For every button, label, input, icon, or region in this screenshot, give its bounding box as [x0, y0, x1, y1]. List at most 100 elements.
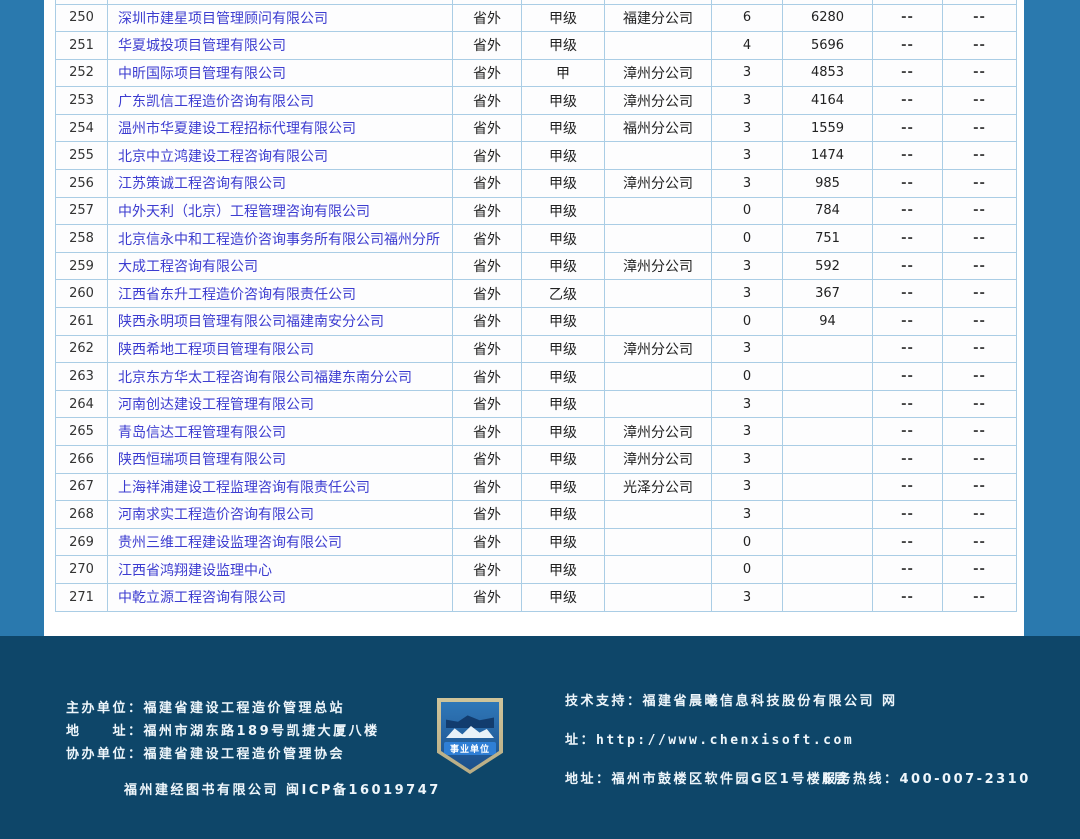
row-number: 255	[55, 141, 108, 171]
value-cell	[782, 527, 873, 557]
company-name-link[interactable]: 贵州三维工程建设监理咨询有限公司	[107, 527, 453, 557]
region-cell: 省外	[452, 334, 522, 364]
grade-cell: 甲级	[521, 582, 605, 612]
company-name-link[interactable]: 北京信永中和工程造价咨询事务所有限公司福州分所	[107, 224, 453, 253]
company-name-link[interactable]: 陕西希地工程项目管理有限公司	[107, 334, 453, 364]
branch-cell	[604, 279, 712, 309]
table-row: 270 江西省鸿翔建设监理中心 省外 甲级 0 -- --	[55, 555, 1017, 584]
table-row: 266 陕西恒瑞项目管理有限公司 省外 甲级 漳州分公司 3 -- --	[55, 445, 1017, 474]
row-number: 256	[55, 169, 108, 198]
dash-cell: --	[942, 500, 1017, 529]
service-hotline: 服务热线：400-007-2310	[822, 772, 1031, 787]
table-row: 262 陕西希地工程项目管理有限公司 省外 甲级 漳州分公司 3 -- --	[55, 334, 1017, 364]
row-number: 268	[55, 500, 108, 529]
region-cell: 省外	[452, 224, 522, 253]
dash-cell: --	[942, 3, 1017, 33]
region-cell: 省外	[452, 389, 522, 419]
company-name-link[interactable]: 大成工程咨询有限公司	[107, 251, 453, 281]
row-number: 253	[55, 86, 108, 115]
row-number: 267	[55, 472, 108, 502]
table-row: 267 上海祥浦建设工程监理咨询有限责任公司 省外 甲级 光泽分公司 3 -- …	[55, 472, 1017, 502]
dash-cell: --	[872, 3, 943, 33]
count-cell: 3	[711, 251, 783, 281]
region-cell: 省外	[452, 31, 522, 60]
company-name-link[interactable]: 北京中立鸿建设工程咨询有限公司	[107, 141, 453, 171]
count-cell: 3	[711, 445, 783, 474]
company-name-link[interactable]: 陕西永明项目管理有限公司福建南安分公司	[107, 307, 453, 336]
dash-cell: --	[942, 31, 1017, 60]
count-cell: 3	[711, 58, 783, 88]
value-cell	[782, 362, 873, 391]
row-number: 250	[55, 3, 108, 33]
dash-cell: --	[872, 113, 943, 143]
dash-cell: --	[942, 196, 1017, 226]
row-number: 261	[55, 307, 108, 336]
table-row: 261 陕西永明项目管理有限公司福建南安分公司 省外 甲级 0 94 -- --	[55, 307, 1017, 336]
grade-cell: 甲级	[521, 31, 605, 60]
row-number: 251	[55, 31, 108, 60]
company-name-link[interactable]: 陕西恒瑞项目管理有限公司	[107, 445, 453, 474]
company-name-link[interactable]: 江苏策诚工程咨询有限公司	[107, 169, 453, 198]
count-cell: 0	[711, 362, 783, 391]
value-cell: 4164	[782, 86, 873, 115]
company-name-link[interactable]: 河南创达建设工程管理有限公司	[107, 389, 453, 419]
count-cell: 0	[711, 196, 783, 226]
value-cell: 751	[782, 224, 873, 253]
dash-cell: --	[872, 169, 943, 198]
dash-cell: --	[942, 169, 1017, 198]
dash-cell: --	[942, 86, 1017, 115]
region-cell: 省外	[452, 279, 522, 309]
icp-record-line: 福州建经图书有限公司 闽ICP备16019747	[124, 783, 441, 798]
company-name-link[interactable]: 深圳市建星项目管理顾问有限公司	[107, 3, 453, 33]
region-cell: 省外	[452, 417, 522, 446]
row-number: 252	[55, 58, 108, 88]
dash-cell: --	[942, 472, 1017, 502]
grade-cell: 甲级	[521, 251, 605, 281]
company-name-link[interactable]: 中乾立源工程咨询有限公司	[107, 582, 453, 612]
grade-cell: 甲级	[521, 500, 605, 529]
company-name-link[interactable]: 江西省鸿翔建设监理中心	[107, 555, 453, 584]
dash-cell: --	[872, 196, 943, 226]
grade-cell: 甲级	[521, 472, 605, 502]
table-row: 259 大成工程咨询有限公司 省外 甲级 漳州分公司 3 592 -- --	[55, 251, 1017, 281]
region-cell: 省外	[452, 362, 522, 391]
company-name-link[interactable]: 上海祥浦建设工程监理咨询有限责任公司	[107, 472, 453, 502]
region-cell: 省外	[452, 141, 522, 171]
table-row: 256 江苏策诚工程咨询有限公司 省外 甲级 漳州分公司 3 985 -- --	[55, 169, 1017, 198]
region-cell: 省外	[452, 445, 522, 474]
company-name-link[interactable]: 北京东方华太工程咨询有限公司福建东南分公司	[107, 362, 453, 391]
company-name-link[interactable]: 中昕国际项目管理有限公司	[107, 58, 453, 88]
company-name-link[interactable]: 河南求实工程造价咨询有限公司	[107, 500, 453, 529]
company-name-link[interactable]: 江西省东升工程造价咨询有限责任公司	[107, 279, 453, 309]
table-row: 255 北京中立鸿建设工程咨询有限公司 省外 甲级 3 1474 -- --	[55, 141, 1017, 171]
row-number: 263	[55, 362, 108, 391]
value-cell	[782, 555, 873, 584]
branch-cell	[604, 141, 712, 171]
company-name-link[interactable]: 广东凯信工程造价咨询有限公司	[107, 86, 453, 115]
branch-cell: 漳州分公司	[604, 169, 712, 198]
company-name-link[interactable]: 温州市华夏建设工程招标代理有限公司	[107, 113, 453, 143]
branch-cell	[604, 527, 712, 557]
value-cell: 94	[782, 307, 873, 336]
dash-cell: --	[872, 141, 943, 171]
row-number: 257	[55, 196, 108, 226]
grade-cell: 甲级	[521, 169, 605, 198]
host-org-line: 主办单位：福建省建设工程造价管理总站	[66, 701, 346, 716]
count-cell: 3	[711, 86, 783, 115]
host-address-line: 地 址：福州市湖东路189号凯捷大厦八楼	[66, 724, 380, 739]
grade-cell: 甲级	[521, 334, 605, 364]
company-name-link[interactable]: 华夏城投项目管理有限公司	[107, 31, 453, 60]
count-cell: 0	[711, 527, 783, 557]
row-number: 259	[55, 251, 108, 281]
company-name-link[interactable]: 青岛信达工程管理有限公司	[107, 417, 453, 446]
dash-cell: --	[872, 307, 943, 336]
row-number: 262	[55, 334, 108, 364]
branch-cell: 漳州分公司	[604, 58, 712, 88]
value-cell: 985	[782, 169, 873, 198]
branch-cell	[604, 500, 712, 529]
company-name-link[interactable]: 中外天利（北京）工程管理咨询有限公司	[107, 196, 453, 226]
table-row: 271 中乾立源工程咨询有限公司 省外 甲级 3 -- --	[55, 582, 1017, 612]
value-cell: 784	[782, 196, 873, 226]
table-row: 269 贵州三维工程建设监理咨询有限公司 省外 甲级 0 -- --	[55, 527, 1017, 557]
table-row: 250 深圳市建星项目管理顾问有限公司 省外 甲级 福建分公司 6 6280 -…	[55, 3, 1017, 33]
